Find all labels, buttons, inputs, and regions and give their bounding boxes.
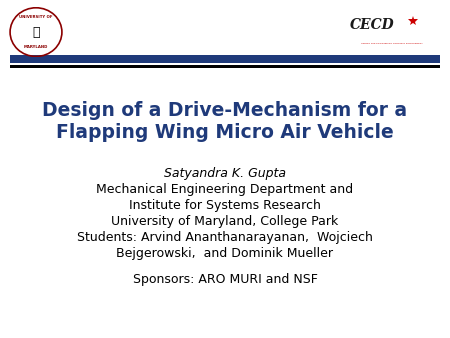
Text: CECD: CECD bbox=[350, 18, 395, 31]
Text: UNIVERSITY OF: UNIVERSITY OF bbox=[19, 15, 53, 19]
Bar bbox=[10, 65, 440, 68]
Text: Satyandra K. Gupta: Satyandra K. Gupta bbox=[164, 167, 286, 179]
Text: Students: Arvind Ananthanarayanan,  Wojciech: Students: Arvind Ananthanarayanan, Wojci… bbox=[77, 231, 373, 243]
Text: Sponsors: ARO MURI and NSF: Sponsors: ARO MURI and NSF bbox=[133, 273, 317, 287]
Text: Flapping Wing Micro Air Vehicle: Flapping Wing Micro Air Vehicle bbox=[56, 123, 394, 143]
Text: Bejgerowski,  and Dominik Mueller: Bejgerowski, and Dominik Mueller bbox=[117, 246, 333, 260]
Text: CENTER FOR ENGINEERING CONCEPTS DEVELOPMENT: CENTER FOR ENGINEERING CONCEPTS DEVELOPM… bbox=[361, 43, 422, 44]
Text: University of Maryland, College Park: University of Maryland, College Park bbox=[112, 215, 338, 227]
Text: Design of a Drive-Mechanism for a: Design of a Drive-Mechanism for a bbox=[42, 100, 408, 120]
Bar bbox=[10, 55, 440, 63]
Text: 🐢: 🐢 bbox=[32, 26, 40, 39]
Text: MARYLAND: MARYLAND bbox=[24, 45, 48, 49]
Text: Institute for Systems Research: Institute for Systems Research bbox=[129, 198, 321, 212]
Text: Mechanical Engineering Department and: Mechanical Engineering Department and bbox=[96, 183, 354, 195]
